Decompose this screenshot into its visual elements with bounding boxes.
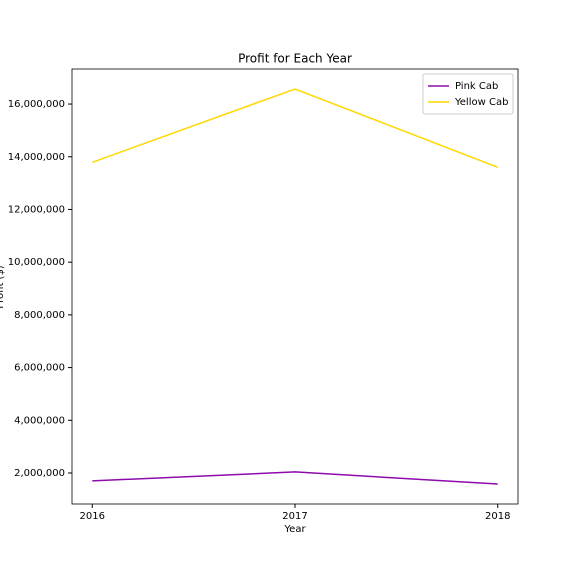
y-tick-label: 8,000,000 <box>14 310 65 321</box>
x-axis-label: Year <box>283 524 306 535</box>
y-tick-label: 6,000,000 <box>14 363 65 374</box>
y-tick-label: 10,000,000 <box>8 257 65 268</box>
y-axis-label: Profit ($) <box>0 265 6 309</box>
y-tick-label: 12,000,000 <box>8 204 65 215</box>
legend-box <box>422 73 514 115</box>
legend-label: Pink Cab <box>455 81 498 92</box>
y-tick-label: 16,000,000 <box>8 99 65 110</box>
x-tick-label: 2016 <box>80 511 105 522</box>
plot-frame <box>71 68 519 505</box>
y-tick-label: 4,000,000 <box>14 415 65 426</box>
series-line <box>92 471 498 485</box>
legend-label: Yellow Cab <box>454 97 508 108</box>
x-tick-label: 2018 <box>485 511 510 522</box>
y-tick-label: 2,000,000 <box>14 468 65 479</box>
series-line <box>92 88 498 168</box>
y-tick-label: 14,000,000 <box>8 152 65 163</box>
x-tick-label: 2017 <box>282 511 307 522</box>
chart-title: Profit for Each Year <box>238 52 352 66</box>
